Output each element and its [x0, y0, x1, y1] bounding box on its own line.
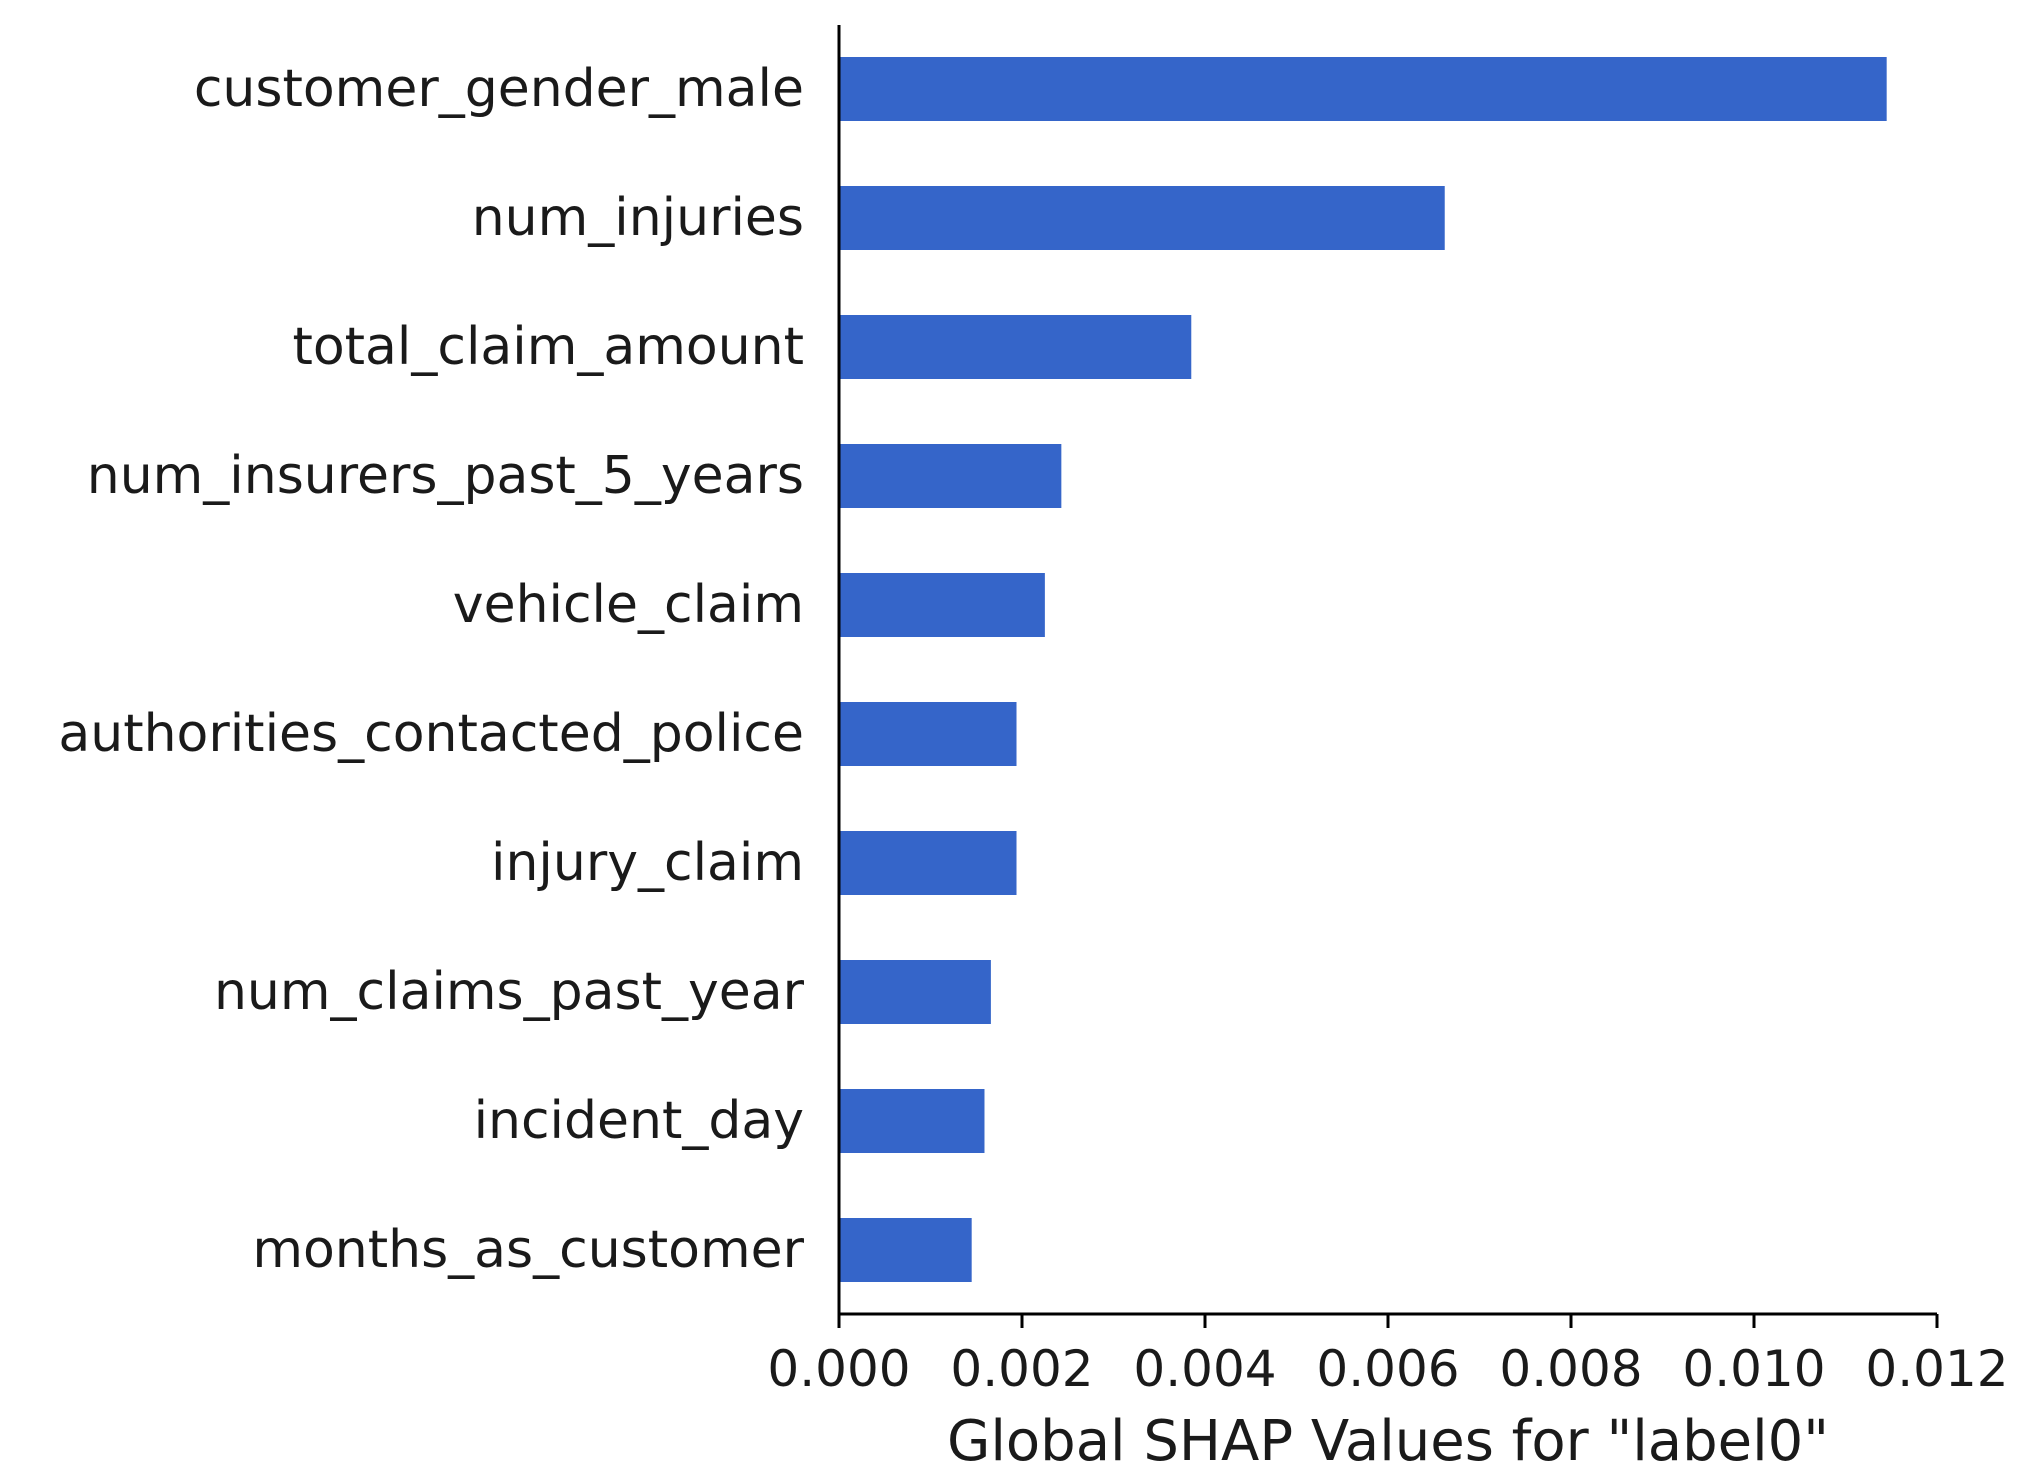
bars-group	[839, 57, 1887, 1282]
x-axis-label: Global SHAP Values for "label0"	[947, 1409, 1829, 1474]
x-tick-label: 0.006	[1316, 1340, 1459, 1398]
category-label: num_claims_past_year	[214, 962, 805, 1022]
x-tick-label: 0.010	[1682, 1340, 1825, 1398]
category-label: vehicle_claim	[453, 575, 804, 635]
bar-injury-claim	[839, 831, 1017, 895]
bar-customer-gender-male	[839, 57, 1887, 121]
category-label: months_as_customer	[252, 1220, 804, 1280]
x-ticks-group: 0.000 0.002 0.004 0.006 0.008 0.010 0.012	[767, 1314, 2009, 1398]
category-label: num_insurers_past_5_years	[87, 446, 804, 506]
x-tick-label: 0.004	[1133, 1340, 1276, 1398]
x-tick-label: 0.012	[1865, 1340, 2008, 1398]
category-labels: customer_gender_male num_injuries total_cl…	[58, 59, 804, 1280]
category-label: authorities_contacted_police	[58, 704, 804, 764]
bar-num-claims-past-year	[839, 960, 991, 1024]
bar-vehicle-claim	[839, 573, 1045, 637]
category-label: injury_claim	[491, 833, 804, 893]
category-label: incident_day	[474, 1091, 804, 1151]
bar-num-insurers-past-5-years	[839, 444, 1062, 508]
category-label: total_claim_amount	[292, 317, 804, 377]
bar-total-claim-amount	[839, 315, 1192, 379]
bar-authorities-contacted-police	[839, 702, 1017, 766]
category-label: customer_gender_male	[194, 59, 804, 119]
x-tick-label: 0.008	[1499, 1340, 1642, 1398]
category-label: num_injuries	[472, 188, 804, 248]
x-tick-label: 0.000	[767, 1340, 910, 1398]
x-tick-label: 0.002	[950, 1340, 1093, 1398]
bar-incident-day	[839, 1089, 985, 1153]
bar-months-as-customer	[839, 1218, 972, 1282]
bar-num-injuries	[839, 186, 1445, 250]
